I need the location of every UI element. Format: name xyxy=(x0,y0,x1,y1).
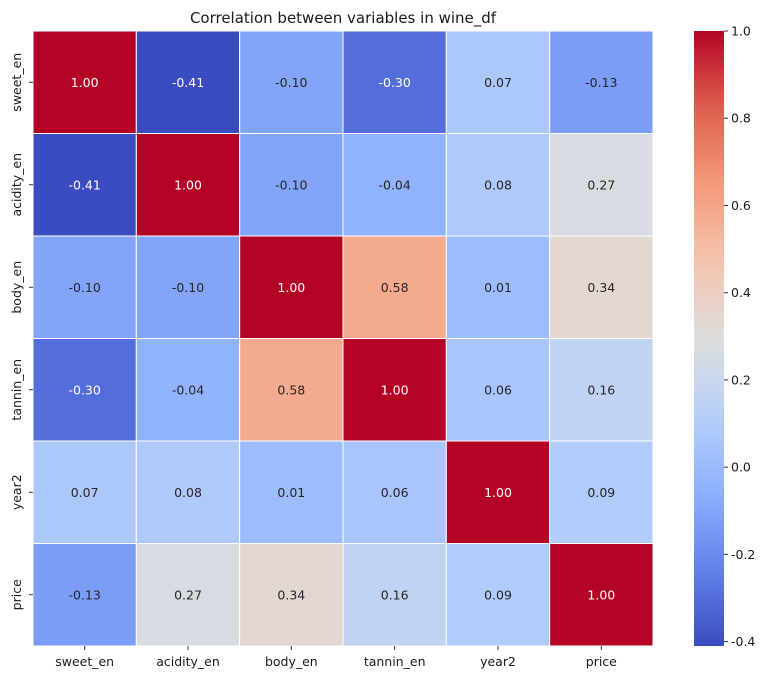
y-tick-label: year2 xyxy=(9,474,24,510)
colorbar-tick-label: 0.2 xyxy=(731,372,751,387)
cell-annotation: 0.34 xyxy=(587,280,615,295)
x-tick-label: sweet_en xyxy=(55,654,114,669)
y-axis-tick-labels: sweet_en acidity_en body_en tannin_en year2 p… xyxy=(9,53,33,610)
cell-annotation: 1.00 xyxy=(174,177,202,192)
cell-annotation: -0.04 xyxy=(172,382,204,397)
cell-annotation: 0.06 xyxy=(381,485,409,500)
cell-annotation: 0.34 xyxy=(277,587,305,602)
cell-annotation: 0.58 xyxy=(277,382,305,397)
cell-annotation: 1.00 xyxy=(484,485,512,500)
cell-annotation: 1.00 xyxy=(381,382,409,397)
cell-annotation: 1.00 xyxy=(587,587,615,602)
cell-annotation: -0.13 xyxy=(585,75,617,90)
x-tick-label: year2 xyxy=(480,654,516,669)
y-tick-label: acidity_en xyxy=(9,153,24,217)
cell-annotation: 0.27 xyxy=(587,177,615,192)
cell-annotation: -0.41 xyxy=(172,75,204,90)
heatmap-cell xyxy=(549,133,654,237)
heatmap-cell xyxy=(445,235,551,339)
heatmap-cell xyxy=(32,543,137,647)
x-tick-label: tannin_en xyxy=(364,654,426,669)
cell-annotation: 0.16 xyxy=(381,587,409,602)
cell-annotation: 0.16 xyxy=(587,382,615,397)
heatmap-cells xyxy=(32,30,654,647)
heatmap-cell xyxy=(135,338,241,442)
x-axis-tick-labels: sweet_en acidity_en body_en tannin_en year2 p… xyxy=(55,646,617,669)
heatmap-cell xyxy=(342,338,447,442)
heatmap-cell xyxy=(342,440,447,544)
heatmap-cell xyxy=(135,30,241,134)
colorbar-tick-label: 0.0 xyxy=(731,460,751,475)
y-tick-label: body_en xyxy=(9,261,24,314)
heatmap-cell xyxy=(32,30,137,134)
heatmap-cell xyxy=(342,30,447,134)
cell-annotation: -0.04 xyxy=(378,177,410,192)
cell-annotation: 0.27 xyxy=(174,587,202,602)
colorbar-tick-label: -0.2 xyxy=(731,547,755,562)
cell-annotation: 0.01 xyxy=(277,485,305,500)
heatmap-cell xyxy=(549,30,654,134)
colorbar-tick-label: 0.4 xyxy=(731,285,751,300)
heatmap-cell xyxy=(239,440,344,544)
colorbar-tick-label: 1.0 xyxy=(731,24,751,39)
y-tick-label: sweet_en xyxy=(9,53,24,112)
x-tick-label: price xyxy=(586,654,617,669)
heatmap-cell xyxy=(342,133,447,237)
chart-title: Correlation between variables in wine_df xyxy=(190,9,497,28)
heatmap-cell xyxy=(32,338,137,442)
x-tick-label: body_en xyxy=(265,654,318,669)
heatmap-cell xyxy=(239,235,344,339)
heatmap-cell xyxy=(445,543,551,647)
colorbar-tick-label: 0.6 xyxy=(731,198,751,213)
cell-annotation: 0.06 xyxy=(484,382,512,397)
heatmap-cell xyxy=(549,543,654,647)
cell-annotation: 1.00 xyxy=(71,75,99,90)
cell-annotation: 0.09 xyxy=(587,485,615,500)
heatmap-cell xyxy=(239,30,344,134)
cell-annotation: 1.00 xyxy=(277,280,305,295)
heatmap-cell xyxy=(549,235,654,339)
heatmap-cell xyxy=(135,235,241,339)
heatmap-cell xyxy=(342,235,447,339)
cell-annotation: 0.58 xyxy=(381,280,409,295)
heatmap-cell xyxy=(445,440,551,544)
cell-annotation: -0.13 xyxy=(68,587,100,602)
heatmap-cell xyxy=(239,338,344,442)
cell-annotation: 0.07 xyxy=(71,485,99,500)
cell-annotation: 0.07 xyxy=(484,75,512,90)
cell-annotation: 0.08 xyxy=(484,177,512,192)
heatmap-cell xyxy=(32,440,137,544)
cell-annotation: -0.10 xyxy=(68,280,100,295)
cell-annotation: -0.10 xyxy=(275,75,307,90)
y-tick-label: price xyxy=(9,579,24,610)
heatmap-cell xyxy=(135,133,241,237)
heatmap-annotations: 1.00 -0.41 -0.10 -0.30 0.07 -0.13 -0.41 1.00 -0.… xyxy=(68,75,617,603)
cell-annotation: -0.41 xyxy=(68,177,100,192)
heatmap-cell xyxy=(445,338,551,442)
colorbar-gradient xyxy=(694,31,724,646)
heatmap-cell xyxy=(445,30,551,134)
cell-annotation: 0.01 xyxy=(484,280,512,295)
cell-annotation: 0.09 xyxy=(484,587,512,602)
colorbar: -0.4 -0.2 0.0 0.2 0.4 0.6 0.8 1.0 xyxy=(694,24,755,649)
cell-annotation: 0.08 xyxy=(174,485,202,500)
y-tick-label: tannin_en xyxy=(9,359,24,421)
cell-annotation: -0.10 xyxy=(172,280,204,295)
cell-annotation: -0.30 xyxy=(68,382,100,397)
colorbar-tick-label: -0.4 xyxy=(731,634,755,649)
colorbar-tick-label: 0.8 xyxy=(731,111,751,126)
cell-annotation: -0.30 xyxy=(378,75,410,90)
heatmap-cell xyxy=(549,440,654,544)
heatmap-cell xyxy=(549,338,654,442)
cell-annotation: -0.10 xyxy=(275,177,307,192)
heatmap-cell xyxy=(32,235,137,339)
x-tick-label: acidity_en xyxy=(156,654,220,669)
